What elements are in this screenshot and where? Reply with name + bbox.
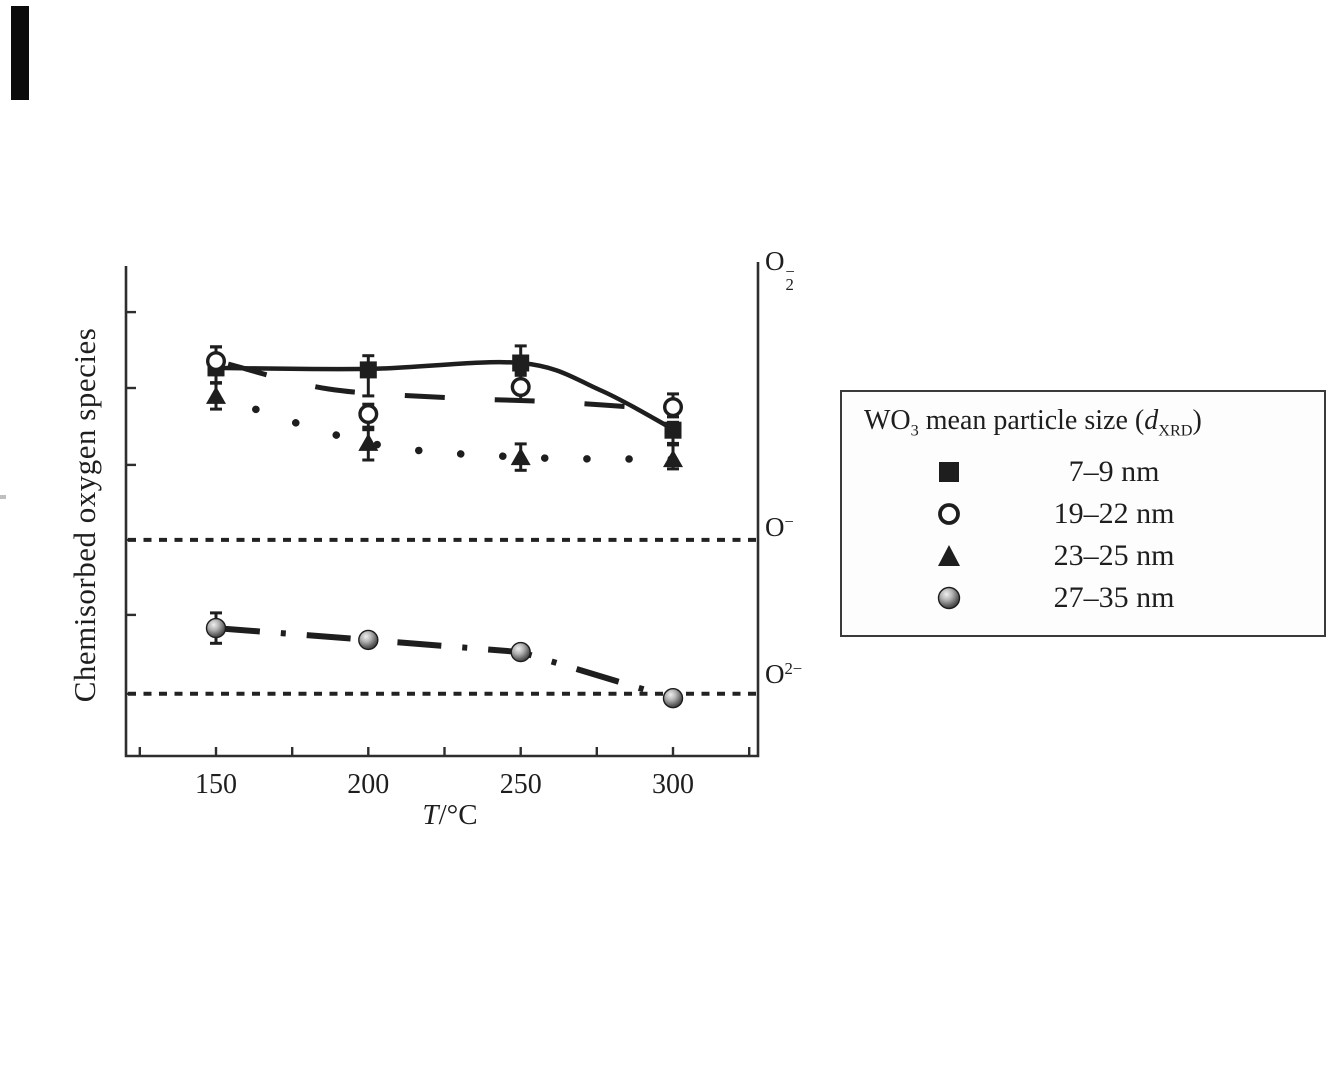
legend-item-label: 23–25 nm — [1053, 538, 1175, 572]
species-peroxide-base: O — [765, 659, 785, 690]
species-superoxide-sub: 2 — [785, 275, 794, 295]
scan-edge-artifact — [11, 6, 29, 100]
legend-title-middle: mean particle size ( — [918, 405, 1145, 436]
data-point-filled-square — [512, 354, 530, 372]
legend-item: 19–22 nm — [842, 493, 1324, 535]
filled-triangle-glyph — [938, 544, 960, 566]
filled-triangle-shape — [938, 544, 960, 566]
x-tick-label: 200 — [347, 769, 389, 800]
filled-square-icon — [934, 457, 964, 487]
data-point-shaded-sphere — [662, 688, 684, 709]
data-point-shaded-sphere — [358, 629, 379, 651]
axes-frame — [124, 262, 760, 758]
scan-artifact-speck — [0, 495, 6, 499]
y-axis-label: Chemisorbed oxygen species — [67, 327, 102, 703]
open-circle-shape — [938, 502, 960, 525]
species-label-peroxide: O2− — [765, 659, 803, 690]
trend-line-solid — [215, 359, 675, 432]
x-axis-unit: /°C — [438, 799, 478, 831]
species-oxide-sup: − — [784, 512, 794, 531]
trend-line-dash-dot — [215, 625, 674, 702]
x-tick-label: 150 — [195, 769, 237, 800]
trend-line-long-dash — [227, 361, 674, 413]
data-point-shaded-sphere — [205, 617, 227, 639]
legend-title-sub3: 3 — [910, 421, 919, 440]
open-circle-glyph — [938, 502, 960, 525]
data-point-shaded-sphere — [510, 641, 531, 663]
legend-item-label: 7–9 nm — [1068, 454, 1160, 488]
shaded-sphere-glyph — [937, 586, 961, 609]
shaded-sphere-icon — [934, 583, 964, 613]
data-point-filled-square — [664, 421, 682, 439]
legend-item-label: 27–35 nm — [1053, 580, 1175, 614]
data-point-filled-triangle — [663, 449, 683, 468]
data-point-filled-triangle — [358, 433, 379, 451]
data-point-filled-triangle — [206, 386, 226, 404]
data-point-open-circle — [663, 397, 684, 418]
open-circle-icon — [934, 499, 964, 529]
x-tick-label: 250 — [500, 769, 542, 800]
x-axis-label: T/°C — [380, 799, 520, 832]
legend-title-subxrd: XRD — [1158, 421, 1193, 440]
species-label-superoxide: O −2 — [765, 246, 795, 295]
legend-title-dvar: d — [1144, 405, 1159, 436]
data-point-filled-square — [359, 361, 377, 379]
species-oxide-base: O — [765, 512, 785, 543]
species-superoxide-sup: − — [785, 262, 795, 282]
legend-rows: 7–9 nm 19–22 nm 23–25 nm 27–35 nm — [842, 451, 1324, 619]
species-label-oxide: O− — [765, 512, 794, 543]
legend-title: WO3 mean particle size (dXRD) — [842, 392, 1324, 441]
legend-item: 7–9 nm — [842, 451, 1324, 493]
legend-box: WO3 mean particle size (dXRD) 7–9 nm 19–2… — [840, 390, 1326, 637]
data-point-open-circle — [358, 404, 379, 425]
species-peroxide-sup: 2− — [784, 659, 803, 678]
x-tick-label: 300 — [652, 769, 694, 800]
x-axis-variable: T — [422, 799, 439, 831]
filled-square-shape — [939, 461, 959, 482]
data-point-filled-triangle — [510, 447, 531, 466]
legend-item-label: 19–22 nm — [1053, 496, 1175, 530]
data-point-open-circle — [510, 377, 531, 398]
shaded-sphere-shape — [937, 586, 961, 609]
filled-triangle-icon — [934, 541, 964, 571]
species-superoxide-subsup: −2 — [785, 262, 795, 295]
legend-item: 27–35 nm — [842, 577, 1324, 619]
legend-item: 23–25 nm — [842, 535, 1324, 577]
legend-title-suffix: ) — [1192, 405, 1202, 436]
data-point-open-circle — [205, 351, 226, 372]
legend-title-prefix: WO — [864, 405, 911, 436]
species-superoxide-base: O — [765, 246, 785, 276]
filled-square-glyph — [939, 461, 959, 482]
